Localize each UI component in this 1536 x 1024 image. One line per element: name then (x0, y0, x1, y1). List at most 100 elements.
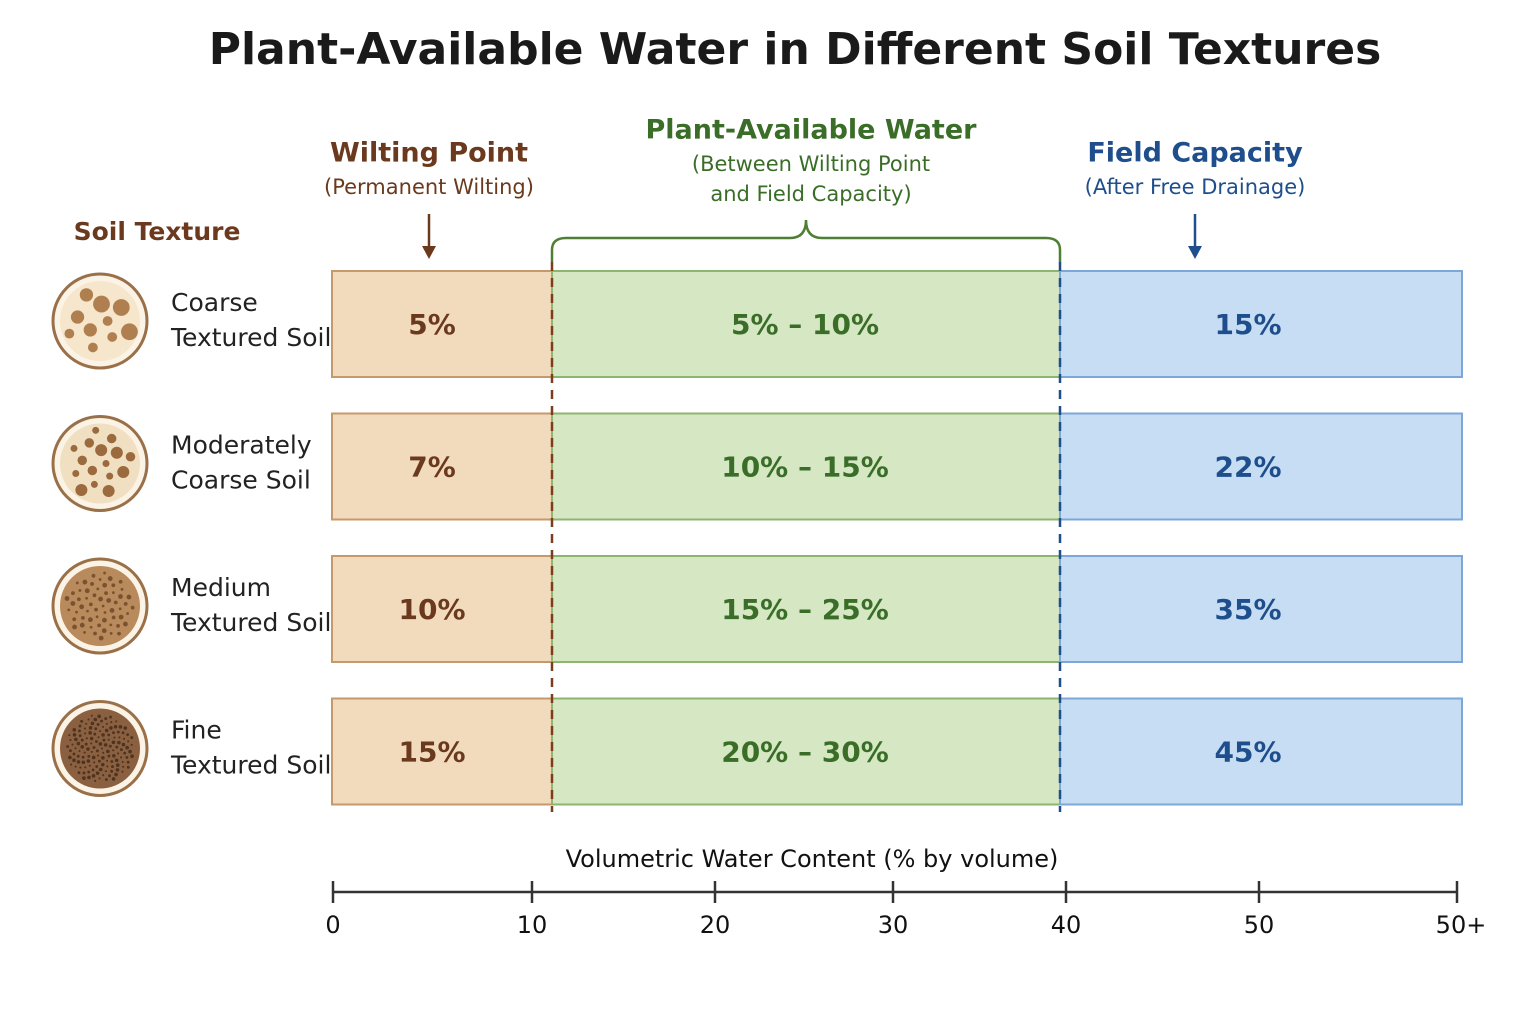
soil-grain (114, 772, 118, 777)
soil-grain (102, 485, 115, 498)
soil-grain (95, 765, 99, 768)
soil-grain (102, 460, 110, 467)
soil-grain (80, 745, 85, 749)
cell (1059, 270, 1463, 378)
soil-grain (97, 714, 101, 719)
soil-grain (78, 734, 82, 738)
tick-label: 20 (700, 911, 731, 939)
column-subtitle: (After Free Drainage) (1085, 175, 1306, 199)
soil-grain (90, 742, 93, 745)
cell (331, 412, 553, 521)
soil-grain (104, 728, 109, 733)
soil-grain (81, 615, 85, 620)
soil-grain (94, 727, 98, 731)
soil-grain (100, 719, 103, 723)
tick-label: 30 (878, 911, 909, 939)
soil-grain (127, 740, 130, 743)
soil-grain (98, 767, 103, 772)
soil-grain (109, 715, 112, 719)
soil-grain (76, 760, 81, 764)
soil-grain (110, 721, 113, 724)
soil-grain (86, 759, 91, 763)
soil-grain (109, 726, 113, 730)
cell (331, 270, 553, 378)
soil-grain (115, 745, 119, 749)
soil-grain (75, 610, 78, 614)
soil-grain (87, 718, 90, 721)
soil-grain (126, 765, 130, 769)
soil-grain (71, 591, 75, 596)
soil-grain (102, 774, 105, 777)
soil-grain (113, 736, 116, 739)
soil-grain (107, 738, 110, 741)
soil-grain (94, 740, 98, 743)
row-label: Coarse (171, 288, 258, 317)
soil-grain (101, 755, 105, 760)
soil-grain (68, 755, 72, 760)
soil-grain (118, 594, 123, 599)
brace (550, 219, 1062, 262)
tick-label: 50 (1244, 911, 1275, 939)
tick-label: 50+ (1436, 911, 1487, 939)
soil-grain (123, 621, 128, 627)
soil-grain (125, 745, 129, 750)
soil-grain (115, 763, 120, 767)
soil-grain (78, 729, 81, 733)
cell-value: 22% (1214, 451, 1281, 484)
soil-grain (114, 758, 119, 763)
row-header: Soil Texture (74, 217, 241, 246)
soil-grain (77, 771, 81, 775)
soil-grain (116, 730, 120, 734)
soil-grain (123, 601, 128, 606)
soil-grain (123, 737, 126, 740)
soil-grain (107, 576, 113, 581)
soil-grain (83, 323, 97, 337)
cell-value: 35% (1214, 593, 1281, 626)
soil-grain (84, 742, 88, 746)
soil-grain (104, 778, 108, 781)
soil-grain (121, 760, 124, 764)
soil-grain (98, 578, 102, 581)
soil-grain (118, 579, 123, 584)
soil-grain (125, 755, 129, 759)
column-title: Wilting Point (330, 138, 528, 169)
soil-grain (112, 749, 115, 752)
soil-grain (118, 736, 121, 739)
soil-grain (110, 446, 123, 459)
soil-grain (91, 774, 96, 778)
soil-grain (130, 754, 134, 758)
cell (551, 270, 1061, 378)
soil-grain (92, 593, 97, 598)
cell (331, 697, 553, 806)
soil-grain (90, 582, 94, 586)
soil-grain (113, 600, 118, 605)
soil-grain (111, 777, 116, 781)
soil-grain (123, 726, 128, 730)
soil-grain (113, 724, 118, 729)
soil-grain (80, 719, 84, 723)
soil-grain (95, 771, 100, 775)
soil-grain (74, 747, 77, 750)
soil-grain (103, 743, 108, 747)
soil-grain (93, 631, 97, 636)
soil-grain (96, 587, 100, 591)
soil-grain (102, 582, 108, 588)
cell-value: 20% – 30% (721, 736, 889, 769)
soil-icon-core (60, 566, 140, 646)
ticks: 0 10 20 30 40 50 50+ (325, 881, 1486, 939)
soil-grain (121, 742, 126, 747)
soil-grain (72, 732, 77, 737)
soil-grain (103, 571, 106, 575)
soil-grain (112, 731, 115, 735)
row-label: Moderately (171, 431, 312, 460)
soil-grain (110, 769, 114, 773)
soil-grain (90, 714, 93, 717)
soil-grain (76, 597, 81, 602)
column-title: Field Capacity (1087, 138, 1303, 169)
row-label: Textured Soil (170, 323, 331, 352)
soil-grain (86, 609, 89, 613)
soil-grain (96, 723, 100, 726)
soil-grain (100, 747, 104, 750)
soil-grain (72, 758, 76, 763)
soil-grain (93, 761, 96, 764)
